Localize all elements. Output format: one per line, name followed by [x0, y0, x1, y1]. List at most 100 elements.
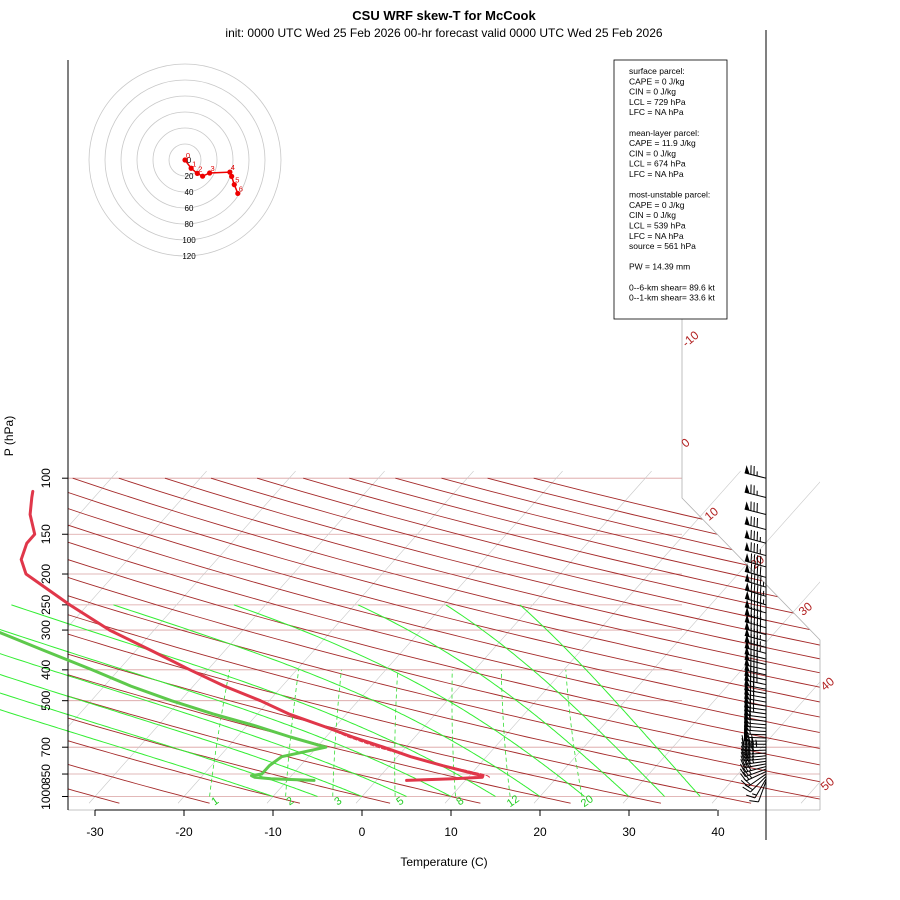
- mixing-ratio-lines: [209, 669, 583, 797]
- wind-barb-flag: [744, 582, 750, 592]
- wind-barb: [744, 529, 767, 544]
- y-tick-label: 400: [39, 660, 53, 680]
- stats-line: LCL = 539 hPa: [629, 221, 686, 231]
- wind-barb-staff: [744, 763, 767, 769]
- wind-barb-staff: [744, 679, 767, 686]
- wind-barb-full: [756, 575, 759, 585]
- moist-adiabat-line: [233, 604, 585, 797]
- wind-barb-full: [740, 748, 745, 758]
- dry-adiabat-line: [68, 477, 820, 804]
- chart-subtitle: init: 0000 UTC Wed 25 Feb 2026 00-hr for…: [225, 26, 662, 40]
- wind-barb-flag: [744, 639, 750, 649]
- wind-barb-full: [753, 592, 756, 602]
- wind-barb: [749, 780, 767, 803]
- mixing-ratio-line: [332, 669, 342, 797]
- wind-barb-staff: [744, 755, 767, 759]
- dry-adiabat-lines: [68, 477, 820, 804]
- hodograph-ring: [104, 79, 266, 241]
- wind-barb-full: [750, 573, 753, 583]
- dry-adiabat-line: [68, 477, 820, 804]
- stats-line: LFC = NA hPa: [629, 107, 684, 117]
- stats-line: CAPE = 11.9 J/kg: [629, 138, 696, 148]
- mixing-ratio-line: [565, 669, 583, 797]
- x-tick-label: 0: [359, 825, 366, 839]
- stats-line: 0--1-km shear= 33.6 kt: [629, 293, 715, 303]
- mixing-ratio-line: [500, 669, 511, 797]
- dry-adiabat-line: [68, 477, 820, 804]
- stats-line: LFC = NA hPa: [629, 169, 684, 179]
- wind-barb-full: [747, 748, 751, 758]
- wind-barb-staff: [744, 664, 767, 671]
- x-tick-label: -10: [264, 825, 282, 839]
- wind-barb-full: [741, 735, 745, 745]
- dry-adiabat-line: [118, 477, 820, 804]
- wind-barb: [744, 582, 767, 597]
- y-tick-label: 700: [39, 737, 53, 757]
- wind-barb-full: [753, 564, 756, 575]
- wind-barb: [744, 573, 767, 588]
- wind-barb-full: [743, 751, 748, 761]
- dewpoint-profile-line: [0, 630, 328, 782]
- wind-barb-flag: [744, 645, 750, 655]
- wind-barb-flag: [744, 516, 750, 526]
- moist-adiabat-line: [0, 628, 452, 797]
- wind-barb-full: [750, 599, 753, 609]
- moist-adiabat-line: [519, 604, 701, 797]
- y-tick-label: 300: [39, 620, 53, 640]
- wind-barb-full: [756, 584, 759, 594]
- wind-barb-staff: [744, 706, 767, 711]
- y-tick-label: 850: [39, 764, 53, 784]
- dry-adiabat-line: [68, 477, 820, 804]
- mixing-ratio-label: 2: [284, 795, 296, 808]
- stats-line: CAPE = 0 J/kg: [629, 76, 685, 86]
- wind-barb-full: [741, 738, 745, 748]
- x-tick-label: 30: [622, 825, 636, 839]
- wind-barb-full: [744, 741, 748, 751]
- dry-adiabat-line: [68, 477, 820, 804]
- hodograph-ring-label: 40: [185, 188, 194, 197]
- hodograph: 0 20 40 60 80 100 120 012 3 456: [88, 63, 282, 261]
- stats-line: LFC = NA hPa: [629, 231, 684, 241]
- wind-barb-staff: [744, 725, 767, 729]
- wind-barb-staff: [744, 684, 767, 690]
- wind-barb-full: [746, 794, 756, 799]
- wind-barb-flag: [744, 657, 750, 667]
- chart-title: CSU WRF skew-T for McCook: [352, 8, 536, 23]
- parcel-profile-line: [259, 700, 490, 778]
- wind-barb-staff: [744, 722, 767, 726]
- moist-adiabat-line: [357, 604, 630, 797]
- mixing-ratio-label: 5: [394, 795, 406, 808]
- wind-barb-full: [740, 780, 749, 788]
- wind-barb: [740, 751, 767, 762]
- wind-barb-full: [756, 555, 759, 565]
- wind-barb-full: [743, 755, 748, 765]
- stats-box-frame: [613, 59, 728, 320]
- hodograph-ring-label: 0: [187, 156, 192, 165]
- dry-adiabat-line: [210, 477, 820, 804]
- stats-line: 0--6-km shear= 89.6 kt: [629, 282, 715, 292]
- wind-barb-full: [742, 786, 751, 793]
- wind-barb: [744, 553, 767, 568]
- dry-adiabat-line: [68, 477, 481, 804]
- hodograph-ring: [152, 127, 218, 193]
- stats-line: CAPE = 0 J/kg: [629, 200, 685, 210]
- wind-barb-full: [747, 751, 751, 761]
- wind-barb-staff: [744, 729, 767, 733]
- hodograph-ring-label: 100: [182, 236, 196, 245]
- dry-adiabat-line: [68, 477, 210, 804]
- mixing-ratio-label: 8: [454, 795, 466, 808]
- hodograph-point: [229, 173, 235, 179]
- wind-barb-full: [750, 563, 753, 574]
- wind-barb-staff: [744, 491, 767, 499]
- wind-barb-full: [740, 763, 746, 773]
- wind-barb: [741, 738, 766, 748]
- wind-barb-flag: [744, 621, 750, 631]
- hodograph-ring-label: 60: [185, 204, 194, 213]
- hodograph-ring: [120, 95, 250, 225]
- isotherm-line: [68, 470, 296, 728]
- dry-adiabat-line: [164, 477, 820, 804]
- hodograph-point-label: 4: [231, 163, 235, 172]
- hodograph-ring-label: 80: [185, 220, 194, 229]
- wind-barb-full: [753, 583, 756, 593]
